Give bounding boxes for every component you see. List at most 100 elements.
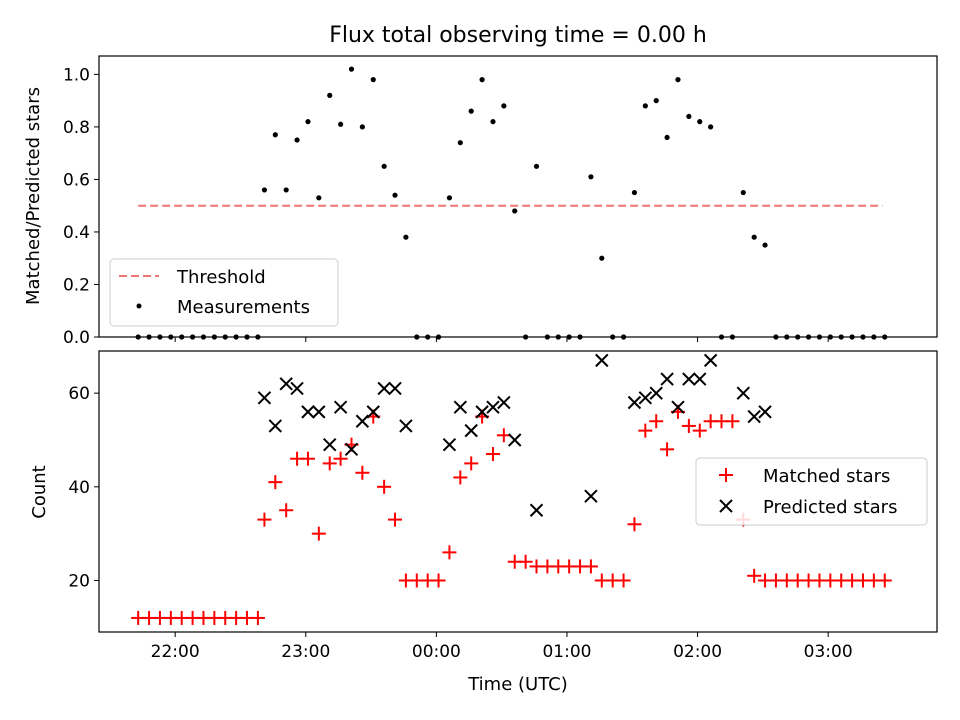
matched-star-point [257, 512, 272, 527]
measurement-point [751, 234, 757, 240]
predicted-star-point [529, 503, 544, 517]
matched-star-point [250, 610, 265, 625]
measurement-point [283, 187, 289, 193]
predicted-star-point [268, 419, 283, 433]
matched-star-point [388, 512, 403, 527]
measurement-point [501, 103, 507, 109]
bottom-x-tick-label: 23:00 [281, 642, 330, 662]
predicted-star-point [366, 405, 380, 419]
measurement-point [316, 195, 322, 201]
matched-star-point [279, 503, 294, 518]
predicted-star-point [497, 395, 511, 410]
measurement-point [338, 121, 344, 127]
bottom-y-tick-label: 20 [68, 571, 90, 591]
legend-threshold-label: Threshold [176, 267, 266, 288]
legend-predicted-swatch [719, 499, 733, 513]
predicted-star-point [442, 437, 457, 452]
matched-star-point [453, 470, 468, 485]
top-y-tick-label: 0.8 [63, 118, 90, 138]
predicted-star-point [301, 405, 315, 419]
predicted-star-point [584, 489, 598, 503]
measurement-point [370, 77, 376, 83]
predicted-star-point [486, 400, 500, 414]
top-y-tick-label: 0.2 [63, 275, 90, 295]
matched-star-point [638, 423, 653, 438]
bottom-axis-ticks: 20 40 60 22:00 23:00 00:00 01:00 02:00 03:00 [68, 384, 852, 662]
matched-star-point [377, 479, 392, 494]
measurement-point [272, 132, 278, 138]
predicted-star-point [257, 391, 272, 405]
measurement-point [261, 187, 268, 193]
measurement-point [762, 242, 768, 248]
measurement-point [348, 66, 355, 72]
matched-star-point [583, 559, 598, 574]
matched-star-point [333, 451, 348, 466]
predicted-star-point [323, 437, 337, 452]
measurement-point [446, 195, 453, 201]
matched-star-point [725, 414, 740, 429]
measurement-point [327, 92, 333, 98]
measurement-point [479, 77, 485, 83]
predicted-star-point [508, 433, 522, 447]
top-y-axis-label: Matched/Predicted stars [23, 87, 44, 305]
predicted-star-point [649, 386, 663, 400]
measurement-point [305, 119, 311, 125]
top-y-tick-label: 0.4 [63, 223, 90, 243]
legend-measurements-swatch [136, 303, 142, 309]
predicted-star-point [399, 419, 413, 433]
matched-star-point [268, 475, 283, 490]
measurement-point [490, 119, 496, 125]
bottom-plot-frame [98, 350, 938, 633]
measurement-point [599, 255, 605, 261]
top-legend: Threshold Measurements [109, 258, 339, 327]
top-plot-frame [98, 55, 938, 338]
measurement-point [697, 119, 703, 125]
measurement-point [457, 140, 463, 146]
top-axis-ticks: 0.0 0.2 0.4 0.6 0.8 1.0 [63, 65, 829, 348]
bottom-x-tick-label: 22:00 [151, 642, 200, 662]
predicted-star-point [693, 372, 707, 386]
measurement-point [294, 137, 300, 143]
predicted-star-point [671, 400, 685, 414]
matched-star-point [747, 568, 762, 583]
bottom-x-tick-label: 03:00 [804, 642, 853, 662]
predicted-star-point [627, 395, 642, 410]
matched-star-point [442, 545, 457, 560]
measurement-point [512, 208, 518, 214]
matched-star-point [660, 442, 675, 457]
predicted-star-point [660, 372, 674, 386]
predicted-star-point [355, 414, 370, 428]
measurement-point [588, 174, 594, 180]
matched-star-point [464, 456, 479, 471]
predicted-star-point [736, 386, 750, 400]
matched-star-point [877, 573, 892, 588]
matched-star-point [322, 456, 337, 471]
matched-star-point [518, 554, 533, 569]
matched-star-point [300, 451, 315, 466]
bottom-y-tick-label: 60 [68, 384, 90, 404]
measurement-point [675, 77, 681, 83]
bottom-x-axis-label: Time (UTC) [467, 674, 568, 695]
matched-star-point [431, 573, 446, 588]
top-y-tick-label: 1.0 [63, 65, 90, 85]
bottom-x-tick-label: 00:00 [412, 642, 461, 662]
top-y-tick-label: 0.6 [63, 170, 90, 190]
predicted-star-point [453, 400, 468, 414]
predicted-star-point [747, 409, 761, 424]
predicted-star-point [475, 405, 489, 419]
predicted-star-point [333, 400, 348, 414]
predicted-star-point [758, 405, 772, 419]
predicted-star-point [344, 442, 359, 457]
top-chart-title: Flux total observing time = 0.00 h [329, 23, 707, 48]
matched-star-point [355, 465, 370, 480]
predicted-star-point [279, 377, 293, 391]
legend-measurements-label: Measurements [177, 297, 310, 318]
legend-predicted-label: Predicted stars [763, 497, 897, 518]
measurement-point [686, 113, 692, 120]
measurement-point [664, 134, 670, 141]
matched-star-point [311, 526, 326, 541]
matched-star-point [681, 418, 696, 433]
top-y-tick-label: 0.0 [63, 328, 90, 348]
predicted-star-point [638, 391, 653, 405]
measurement-point [642, 103, 648, 109]
